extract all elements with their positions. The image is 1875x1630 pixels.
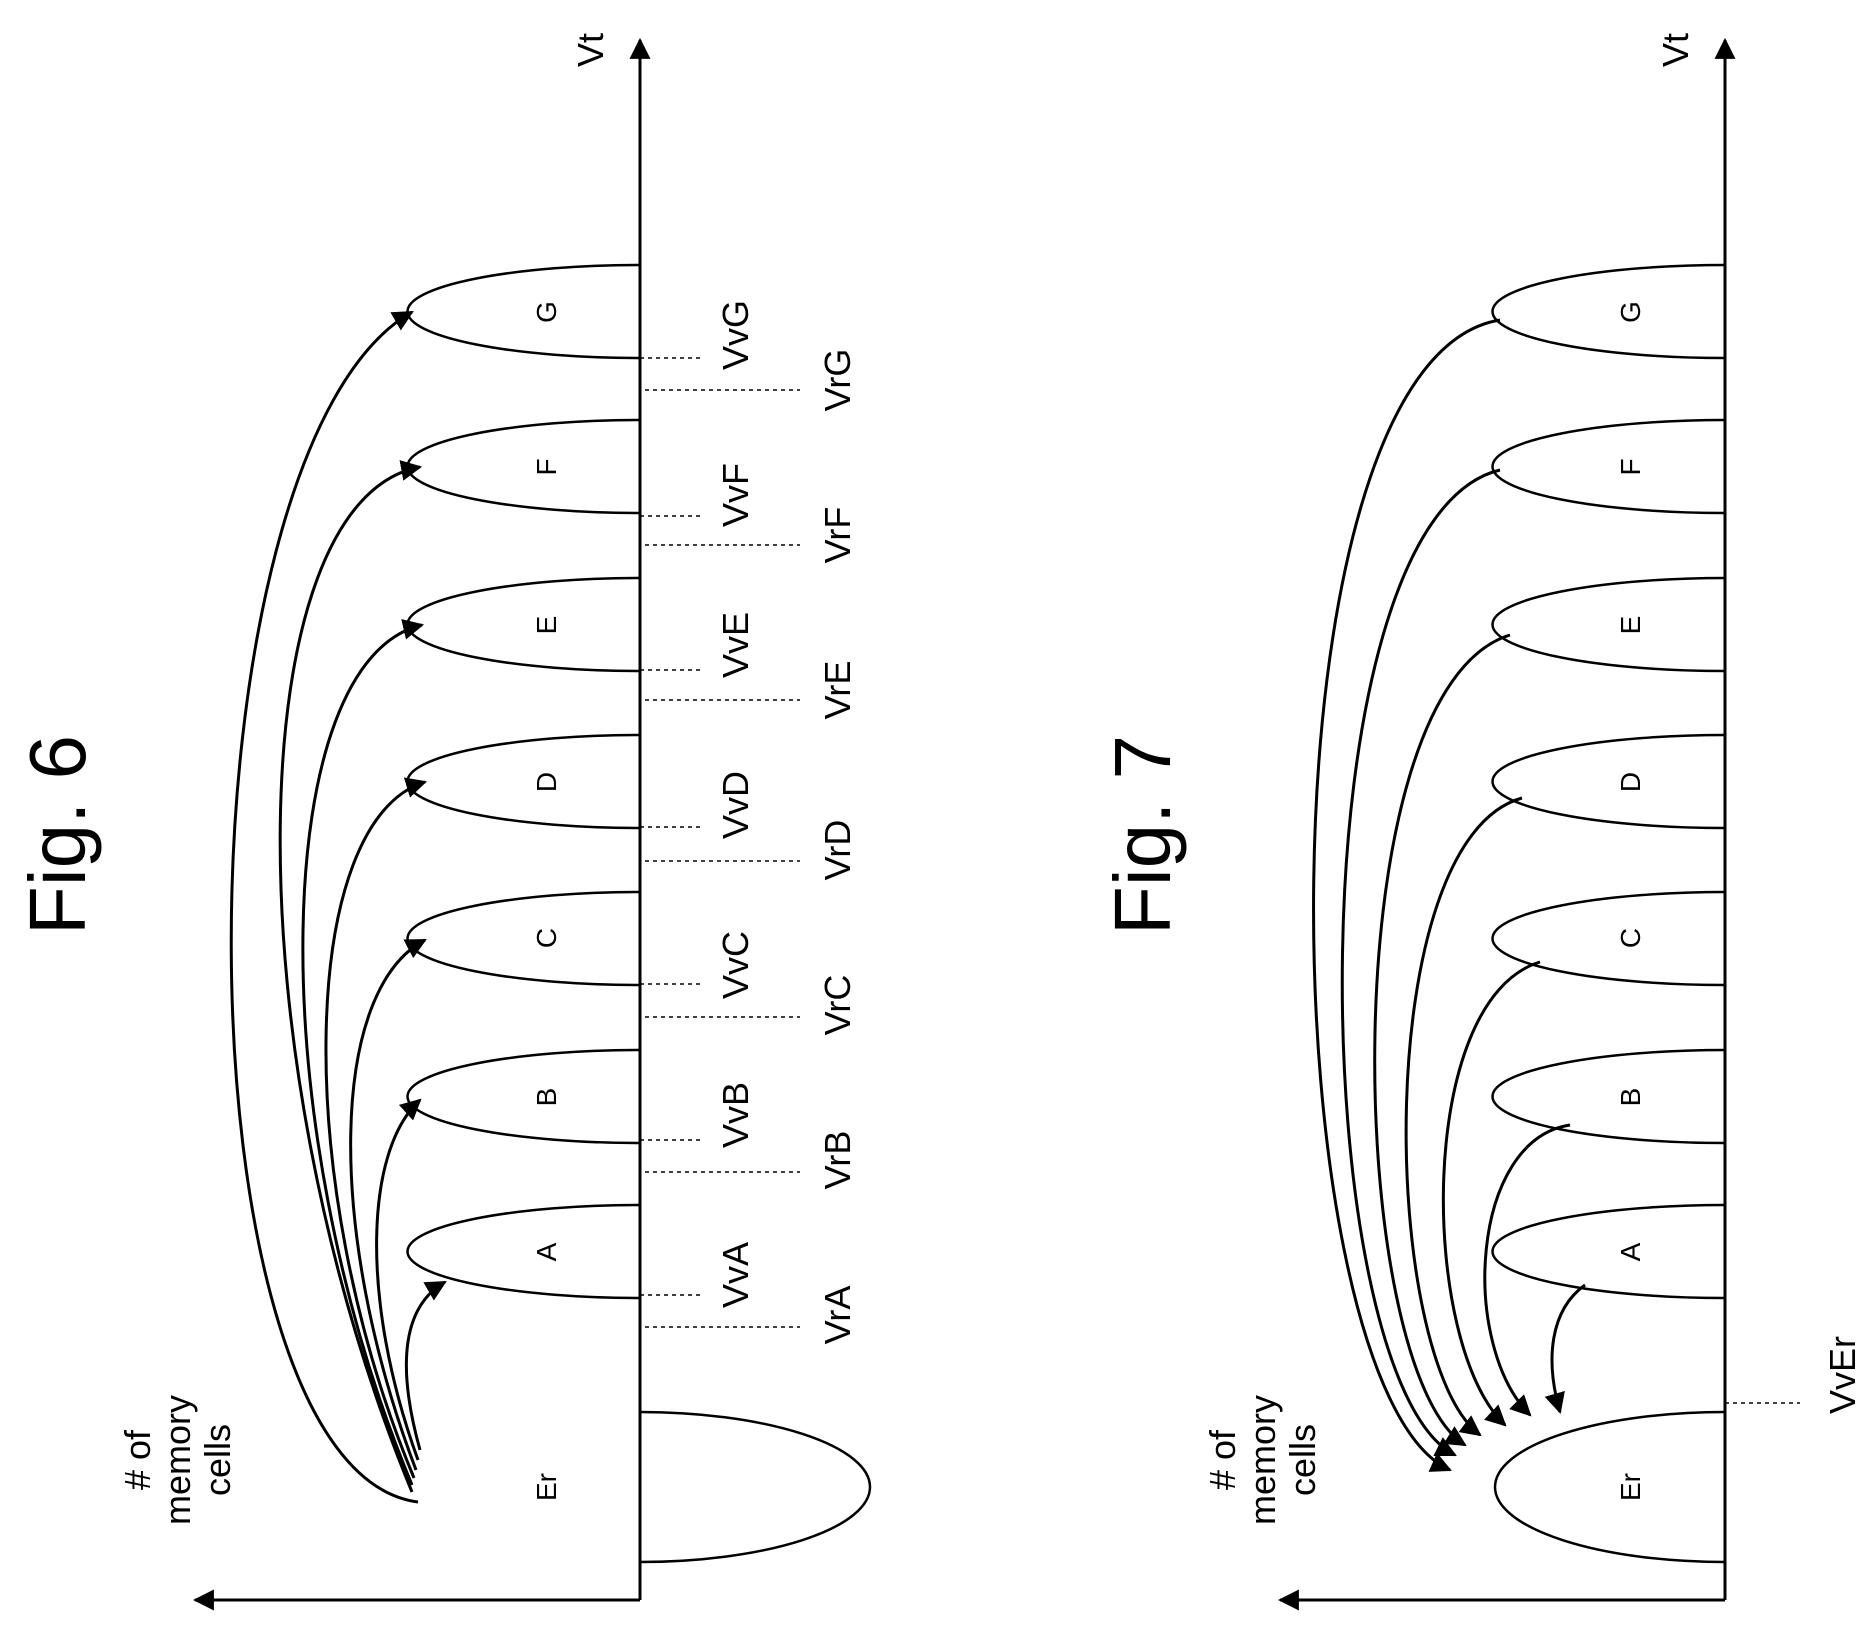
fig6-y-axis-label: # of memory cells: [117, 1395, 238, 1525]
fig6-label-vre: VrE: [817, 661, 858, 720]
fig7-distribution-a: [1491, 1203, 1726, 1300]
fig7-state-f: F: [1615, 458, 1646, 475]
fig7-state-d: D: [1615, 772, 1646, 792]
figure-7: Fig. 7 Vt # of memory cells Er A B C D E: [1098, 33, 1863, 1611]
fig7-erase-arrows: [1312, 318, 1586, 1472]
fig6-program-arrows: [229, 310, 447, 1504]
fig6-label-vve: VvE: [715, 612, 756, 678]
fig6-arrow-er-to-d: [324, 777, 428, 1479]
fig6-verify-levels: [640, 357, 700, 1296]
fig6-label-vvg: VvG: [715, 300, 756, 370]
fig7-state-c: C: [1615, 928, 1646, 948]
fig6-label-vrc: VrC: [817, 975, 858, 1036]
fig6-distribution-c: [406, 890, 641, 987]
fig6-arrow-er-to-g: [229, 310, 419, 1504]
fig7-arrow-d-to-er: [1404, 796, 1523, 1437]
fig7-arrow-a-to-er: [1544, 1283, 1586, 1415]
fig6-label-vvf: VvF: [715, 463, 756, 527]
fig6-label-vrd: VrD: [817, 820, 858, 881]
fig7-axes: [1277, 37, 1736, 1611]
fig6-vt-axis-label: Vt: [570, 33, 611, 67]
fig6-arrow-er-to-e: [301, 619, 425, 1486]
fig6-distribution-a: [406, 1203, 641, 1300]
fig6-state-g: G: [531, 301, 562, 323]
fig7-arrow-b-to-er: [1483, 1123, 1571, 1417]
fig7-distribution-f: [1491, 418, 1726, 515]
fig6-label-vra: VrA: [817, 1286, 858, 1345]
fig6-y-label-line-3: cells: [197, 1424, 238, 1496]
fig7-distributions: Er A B C D E F G: [1491, 263, 1726, 1564]
fig7-title: Fig. 7: [1098, 735, 1187, 935]
fig6-label-vvb: VvB: [715, 1082, 756, 1148]
fig7-arrow-e-to-er: [1373, 633, 1511, 1447]
fig6-y-label-line-2: memory: [157, 1395, 198, 1525]
fig6-y-label-line-1: # of: [117, 1429, 158, 1490]
fig7-distribution-d: [1491, 733, 1726, 830]
fig6-label-vrg: VrG: [817, 349, 858, 412]
fig6-distribution-d: [406, 733, 641, 830]
fig7-distribution-er: [1493, 1410, 1726, 1564]
fig6-distribution-f: [406, 418, 641, 515]
fig7-distribution-b: [1491, 1048, 1726, 1145]
fig7-vt-axis-label: Vt: [1655, 33, 1696, 67]
fig6-state-c: C: [531, 928, 562, 948]
fig7-state-e: E: [1615, 616, 1646, 635]
fig7-distribution-g: [1491, 263, 1726, 360]
fig6-read-levels: [645, 389, 800, 1328]
fig6-distribution-er: [639, 1410, 872, 1564]
fig6-title: Fig. 6: [13, 735, 102, 935]
fig6-arrow-er-to-a: [404, 1280, 447, 1451]
fig6-state-f: F: [531, 458, 562, 475]
fig6-axes: [192, 37, 651, 1611]
fig6-label-vvc: VvC: [715, 931, 756, 999]
fig7-y-label-line-2: memory: [1242, 1395, 1283, 1525]
fig7-arrow-c-to-er: [1441, 960, 1541, 1427]
fig6-state-d: D: [531, 772, 562, 792]
fig6-state-er: Er: [531, 1473, 562, 1501]
fig6-label-vrb: VrB: [817, 1131, 858, 1190]
fig7-arrow-f-to-er: [1340, 468, 1501, 1457]
fig6-distribution-e: [406, 576, 641, 673]
fig7-y-label-line-1: # of: [1202, 1429, 1243, 1490]
fig6-read-labels: VrA VrB VrC VrD VrE VrF VrG: [817, 349, 858, 1345]
fig6-state-b: B: [531, 1088, 562, 1107]
fig7-state-er: Er: [1615, 1473, 1646, 1501]
fig7-y-axis-label: # of memory cells: [1202, 1395, 1323, 1525]
fig7-label-vver: VvEr: [1822, 1336, 1863, 1414]
fig6-verify-labels: VvA VvB VvC VvD VvE VvF VvG: [715, 300, 756, 1308]
fig7-distribution-c: [1491, 890, 1726, 987]
fig6-distribution-g: [406, 263, 641, 360]
fig6-arrow-er-to-f: [278, 460, 423, 1493]
fig6-label-vvd: VvD: [715, 771, 756, 839]
fig6-arrow-er-to-b: [375, 1098, 422, 1461]
fig7-state-a: A: [1615, 1242, 1646, 1261]
fig6-label-vrf: VrF: [817, 507, 858, 564]
fig7-state-b: B: [1615, 1088, 1646, 1107]
fig6-distribution-b: [406, 1048, 641, 1145]
fig6-label-vva: VvA: [715, 1242, 756, 1308]
fig7-erase-verify-level: VvEr: [1725, 1336, 1863, 1414]
fig7-arrow-g-to-er: [1312, 318, 1501, 1472]
fig6-state-e: E: [531, 616, 562, 635]
figure-6: Fig. 6 Vt # of memory cells Er A B C D E: [13, 33, 872, 1611]
fig7-distribution-e: [1491, 576, 1726, 673]
fig6-arrow-er-to-c: [349, 938, 427, 1471]
fig7-state-g: G: [1615, 301, 1646, 323]
fig6-distributions: Er A B C D E F G: [406, 263, 872, 1564]
fig7-y-label-line-3: cells: [1282, 1424, 1323, 1496]
fig6-state-a: A: [531, 1242, 562, 1261]
